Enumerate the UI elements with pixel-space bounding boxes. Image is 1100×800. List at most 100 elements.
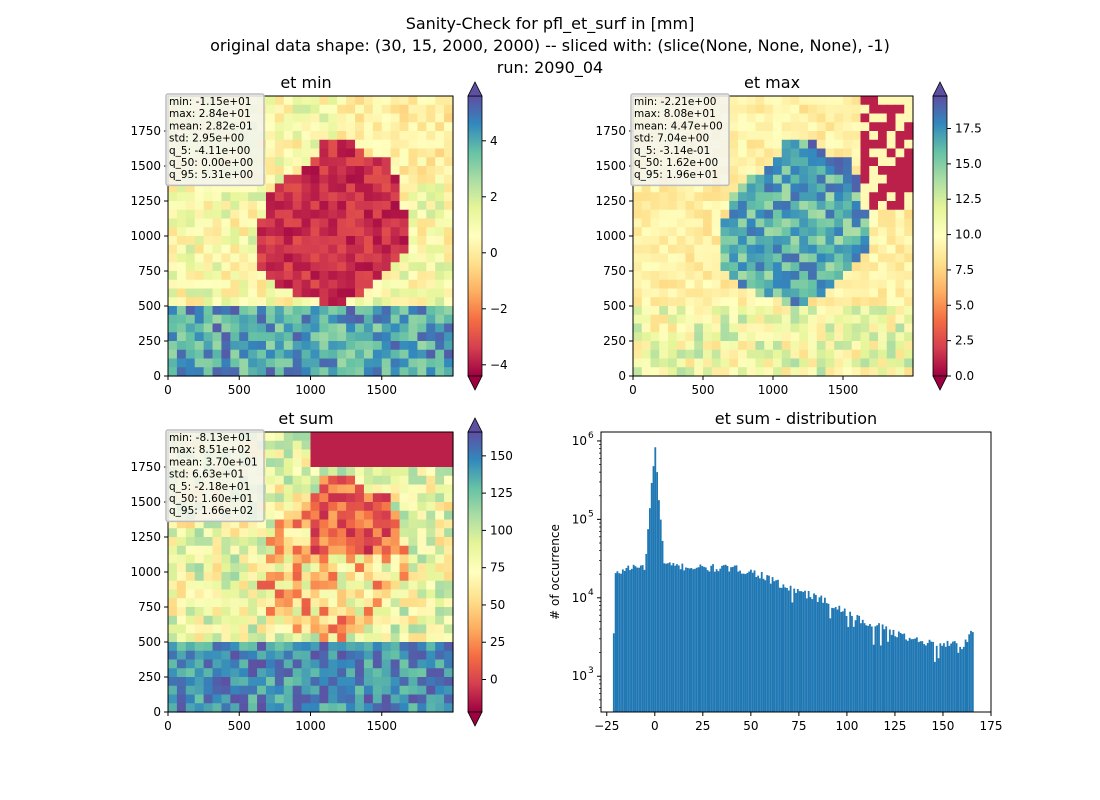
heatmap-cell [328,367,338,377]
heatmap-cell [904,218,914,228]
heatmap-cell [257,615,267,626]
heatmap-cell [372,554,383,564]
heatmap-cell [773,279,783,290]
heatmap-cell [703,314,713,325]
heatmap-cell [168,244,178,255]
heatmap-cell [274,166,285,176]
hist-ylabel: # of occurrence [548,524,562,620]
heatmap-cell [869,244,879,255]
heatmap-cell [381,589,392,599]
heatmap-cell [230,659,240,669]
heatmap-cell [310,449,321,459]
heatmap-cell [185,218,196,228]
heatmap-cell [878,279,888,290]
heatmap-cell [319,122,329,132]
heatmap-cell [878,306,888,316]
hist-bar [638,567,640,712]
heatmap-cell [319,174,329,185]
heatmap-cell [426,685,436,696]
heatmap-cell [168,545,178,556]
heatmap-cell [265,271,276,281]
heatmap-cell [212,650,223,661]
heatmap-cell [381,519,392,529]
hist-bar [935,645,938,712]
heatmap-cell [239,323,249,333]
heatmap-cell [659,349,669,360]
heatmap-cell [444,484,454,494]
heatmap-cell [168,685,178,696]
heatmap-cell [399,306,410,316]
heatmap-cell [895,358,905,368]
heatmap-cell [781,323,792,333]
heatmap-cell [221,332,231,342]
heatmap-cell [781,113,792,123]
heatmap-cell [274,367,285,377]
heatmap-cell [869,262,879,272]
heatmap-cell [694,367,704,377]
heatmap-cell [363,227,374,237]
heatmap-cell [230,288,240,298]
heatmap-cell [834,104,844,115]
heatmap-cell [738,253,748,263]
heatmap-cell [346,122,356,132]
heatmap-cell [355,624,365,634]
heatmap-cell [328,262,338,272]
heatmap-cell [310,201,321,211]
heatmap-cell [904,166,914,176]
heatmap-cell [390,227,401,237]
heatmap-cell [860,288,870,298]
heatmap-cell [426,209,436,220]
heatmap-cell [399,502,410,512]
heatmap-cell [799,192,809,202]
heatmap-cell [685,358,695,368]
heatmap-cell [328,218,338,228]
heatmap-cell [869,323,879,333]
heatmap-cell [408,563,418,573]
heatmap-cell [176,209,187,220]
heatmap-cell [426,244,436,255]
heatmap-cell [390,563,401,573]
heatmap-cell [381,642,392,652]
heatmap-cell [390,183,401,193]
heatmap-cell [185,694,196,704]
hist-bar [831,607,833,712]
heatmap-cell [283,236,294,246]
heatmap-cell [230,607,240,617]
heatmap-cell [274,148,285,158]
heatmap-cell [248,244,258,255]
heatmap-cell [239,607,249,617]
heatmap-cell [168,519,178,529]
heatmap-cell [363,598,374,608]
heatmap-cell [274,668,285,678]
hist-bar [766,575,769,712]
heatmap-cell [729,358,739,368]
heatmap-cell [825,314,835,325]
heatmap-cell [676,183,687,193]
heatmap-cell [176,563,187,573]
heatmap-cell [381,341,392,351]
heatmap-cell [292,358,303,368]
heatmap-cell [239,580,249,591]
heatmap-cell [904,201,914,211]
hist-bar [925,645,927,712]
heatmap-cell [194,607,205,617]
heatmap-cell [221,262,231,272]
stats-line: mean: 4.47e+00 [634,120,723,132]
heatmap-cell [203,694,214,704]
heatmap-cell [355,271,365,281]
heatmap-cell [860,279,870,290]
heatmap-cell [390,668,401,678]
heatmap-cell [668,332,678,342]
heatmap-cell [869,218,879,228]
heatmap-cell [346,572,356,582]
heatmap-cell [381,449,392,459]
stats-line: mean: 3.70e+01 [169,456,258,468]
heatmap-cell [328,475,338,486]
heatmap-cell [444,493,454,503]
heatmap-cell [738,218,748,228]
hist-bar [854,620,857,712]
heatmap-cell [274,288,285,298]
heatmap-cell [283,677,294,687]
heatmap-cell [203,367,214,377]
heatmap-cell [444,139,454,150]
